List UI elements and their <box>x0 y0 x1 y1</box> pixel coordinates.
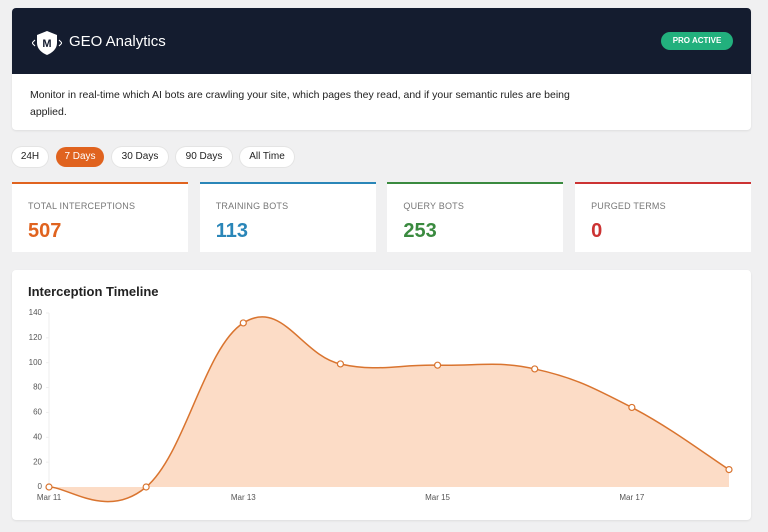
y-tick-label: 0 <box>38 482 43 491</box>
filter-button[interactable]: 30 Days <box>112 147 168 167</box>
stat-card: TRAINING BOTS 113 <box>199 182 376 252</box>
filter-button[interactable]: All Time <box>240 147 294 167</box>
stat-label: TOTAL INTERCEPTIONS <box>28 201 136 211</box>
svg-text:M: M <box>42 38 51 50</box>
chart-card: Interception Timeline 0 20 40 60 80 100 120 140… <box>12 270 751 520</box>
description: Monitor in real-time which AI bots are c… <box>30 89 570 118</box>
app-title: GEO Analytics <box>69 33 166 50</box>
area <box>49 316 729 502</box>
stat-value: 113 <box>215 220 248 242</box>
line <box>48 316 730 503</box>
y-tick-label: 100 <box>29 358 43 367</box>
x-tick-label: Mar 11 <box>37 493 62 502</box>
y-tick-label: 140 <box>29 308 43 317</box>
x-tick-label: Mar 13 <box>231 493 256 502</box>
x-tick-label: Mar 15 <box>425 493 450 502</box>
point <box>45 483 53 491</box>
stat-label: QUERY BOTS <box>403 201 465 211</box>
point <box>628 403 636 412</box>
point <box>239 319 247 327</box>
stat-card: TOTAL INTERCEPTIONS 507 <box>12 182 188 252</box>
stat-value: 507 <box>28 220 62 242</box>
y-tick-label: 40 <box>33 432 42 441</box>
stat-label: TRAINING BOTS <box>215 201 289 211</box>
x-tick-label: Mar 17 <box>619 493 644 502</box>
point <box>433 361 442 369</box>
stat-value: 0 <box>591 220 603 242</box>
y-tick-label: 120 <box>29 333 43 342</box>
logo: M <box>32 31 62 55</box>
point <box>725 466 733 474</box>
point <box>336 360 345 368</box>
status-badge: PRO ACTIVE <box>661 32 733 50</box>
point <box>531 365 539 373</box>
filter-button[interactable]: 90 Days <box>176 147 232 167</box>
y-tick-label: 80 <box>33 383 42 392</box>
stat-card: QUERY BOTS 253 <box>387 182 564 252</box>
chart-title: Interception Timeline <box>28 284 159 299</box>
header-bar: M GEO Analytics PRO ACTIVE <box>12 8 751 74</box>
filter-button[interactable]: 24H <box>12 147 48 167</box>
stat-value: 253 <box>403 220 437 242</box>
point <box>142 483 150 491</box>
chart: 0 20 40 60 80 100 120 140 Mar 11 Mar 13 Mar 15 Mar … <box>29 308 733 503</box>
filter-button[interactable]: 7 Days <box>56 147 104 167</box>
y-tick-label: 60 <box>33 408 42 417</box>
stat-label: PURGED TERMS <box>591 201 666 211</box>
y-tick-label: 20 <box>33 457 42 466</box>
header-card: M GEO Analytics PRO ACTIVE Monitor in re… <box>12 8 751 130</box>
stat-card: PURGED TERMS 0 <box>575 182 752 252</box>
